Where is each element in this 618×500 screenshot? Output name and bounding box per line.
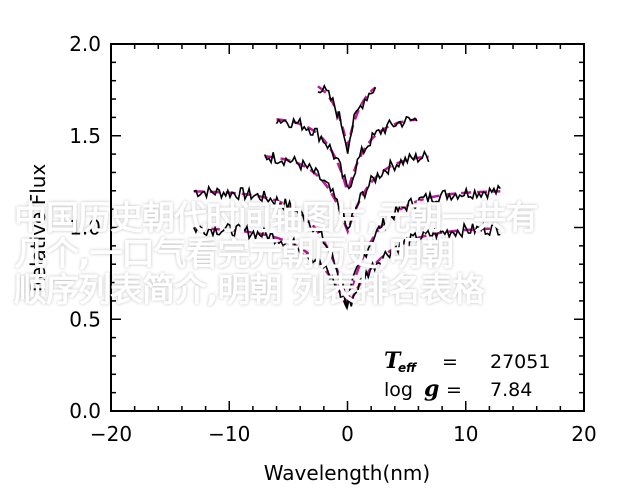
x-tick-label: 10 [453,422,478,446]
axis-ticks [110,43,585,412]
model-line [193,190,501,305]
x-tick-label: −20 [90,422,132,446]
model-line [193,227,501,310]
logg-equals: = [446,379,462,401]
legend: T eff = 27051 log g = 7.84 [384,348,550,402]
y-tick-label: 0.0 [69,399,101,423]
observed-line [317,83,377,154]
model-line [317,85,377,152]
x-tick-label: 0 [341,422,354,446]
x-tick-label: −10 [208,422,250,446]
logg-symbol: g [424,376,439,402]
teff-subscript: eff [398,361,417,375]
model-series [193,85,501,310]
observed-line [275,115,418,190]
y-tick-label: 2.0 [69,32,101,56]
y-tick-label: 0.5 [69,307,101,331]
y-tick-label: 1.5 [69,124,101,148]
logg-value: 7.84 [490,379,532,401]
observed-line [193,184,501,309]
model-line [276,118,418,193]
tick-labels: −20 −10 0 10 20 0.0 0.5 1.0 1.5 2.0 [69,32,597,446]
logg-label: log [384,379,413,401]
observed-line [263,149,430,231]
x-tick-label: 20 [571,422,596,446]
x-axis-title: Wavelength(nm) [264,461,430,485]
teff-equals: = [442,351,458,373]
observed-line [193,221,501,311]
teff-value: 27051 [490,351,550,373]
y-axis-title: Relative Flux [26,164,50,293]
model-line [264,155,429,235]
teff-symbol: T [384,348,402,374]
y-tick-label: 1.0 [69,216,101,240]
observed-series [193,83,501,311]
